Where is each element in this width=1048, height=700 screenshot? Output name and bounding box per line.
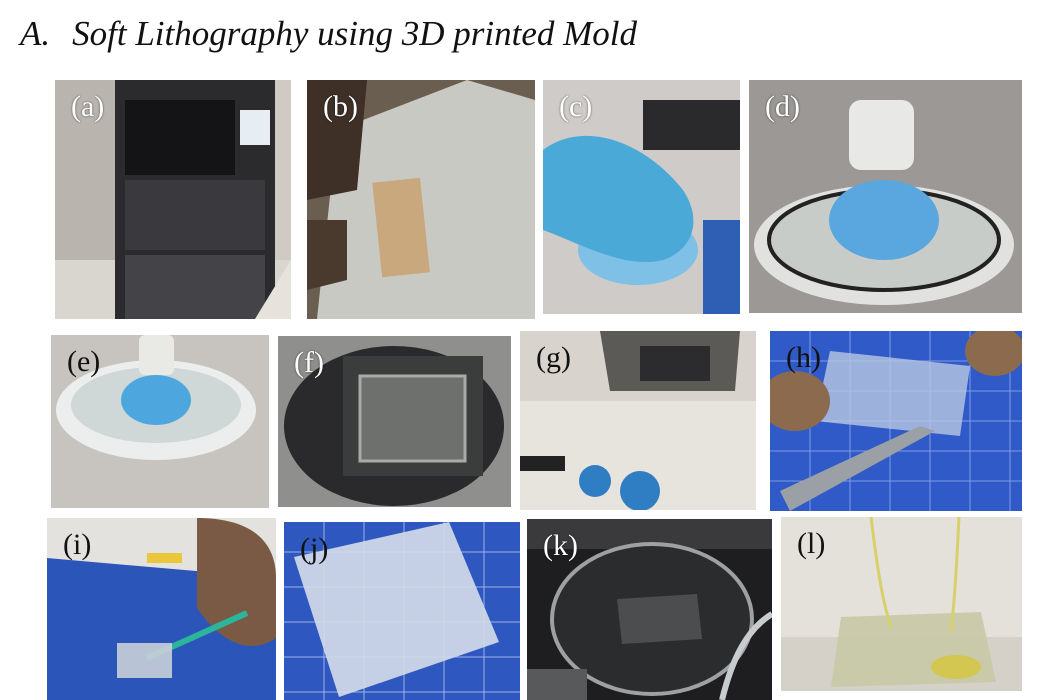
panel-i-punching-photo: (i) [47,518,276,700]
panel-d-desiccator-photo: (d) [749,80,1022,313]
panel-label-l: (l) [797,527,826,560]
panel-g-hot-plate-photo: (g) [520,331,756,510]
panel-a-3d-printer-photo: (a) [55,80,291,319]
panel-e-desiccator-photo: (e) [51,335,269,508]
panel-label-j: (j) [300,532,329,565]
section-number: A. [20,14,51,53]
panel-label-g: (g) [536,341,571,374]
panel-label-b: (b) [323,90,358,123]
figure-title: A. Soft Lithography using 3D printed Mold [20,14,637,54]
panel-j-pdms-chip-photo: (j) [284,522,520,700]
panel-label-a: (a) [71,90,105,123]
panel-b-mold-photo: (b) [307,80,535,319]
panel-label-c: (c) [559,90,593,123]
panel-label-e: (e) [67,345,101,378]
panel-label-f: (f) [294,346,324,379]
panel-label-i: (i) [63,528,92,561]
panel-label-d: (d) [765,90,800,123]
panel-k-plasma-chamber-photo: (k) [527,519,772,700]
panel-l-connected-chip-photo: (l) [781,517,1022,691]
panel-h-cutting-photo: (h) [770,331,1022,511]
panel-label-h: (h) [786,341,821,374]
section-title: Soft Lithography using 3D printed Mold [72,14,638,53]
panel-c-mixing-cup-photo: (c) [543,80,740,314]
panel-label-k: (k) [543,529,578,562]
panel-f-foil-mold-photo: (f) [278,336,511,507]
